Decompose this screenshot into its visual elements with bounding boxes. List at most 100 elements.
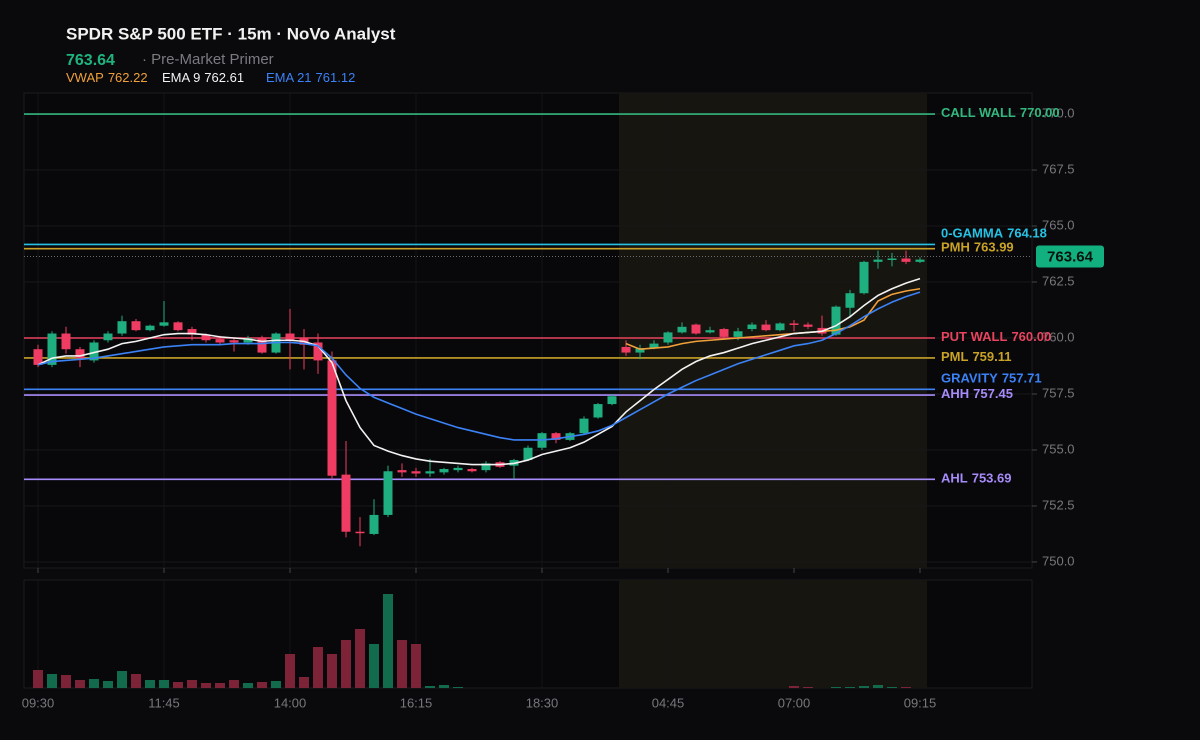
x-tick-label: 07:00 [778,695,811,710]
candle-body [523,447,533,461]
volume-bar [131,674,141,688]
level-value: 764.18 [1007,226,1047,241]
candle-body [425,471,435,474]
volume-bar [243,683,253,688]
level-value: 770.00 [1020,105,1060,120]
volume-bar [341,640,351,688]
candle-body [397,470,407,473]
volume-bar [61,675,71,688]
candle-body [915,259,925,262]
y-tick-label: 767.5 [1042,161,1075,176]
candle-body [327,360,337,476]
candle-body [789,323,799,325]
current-price: 763.64 [66,52,115,69]
candle-body [859,261,869,294]
candle-body [649,343,659,349]
volume-bar [159,680,169,688]
candle-body [747,324,757,330]
premarket-shade [619,580,927,688]
candle-body [173,322,183,331]
volume-bar [117,671,127,688]
candle-body [691,324,701,334]
volume-bar [887,687,897,688]
candle-body [243,338,253,343]
candle-body [33,349,43,365]
candle-body [635,348,645,353]
y-tick-label: 750.0 [1042,553,1075,568]
candle-body [257,338,267,353]
candle-body [215,339,225,343]
candle-body [355,531,365,534]
candle-body [341,474,351,532]
premarket-shade [619,93,927,568]
candle-body [467,469,477,472]
volume-bar [439,685,449,688]
volume-bar [383,594,393,688]
x-tick-label: 11:45 [148,695,180,710]
level-label: 0-GAMMA 764.18 [941,226,1047,241]
volume-bar [831,687,841,688]
candle-body [159,322,169,326]
level-value: 753.69 [972,471,1012,486]
volume-bar [313,647,323,688]
volume-bar [173,682,183,688]
level-label: GRAVITY 757.71 [941,371,1042,386]
y-tick-label: 765.0 [1042,217,1075,232]
candle-body [579,418,589,434]
legend-value: 762.61 [204,70,244,85]
legend-item: EMA 21 761.12 [266,70,355,85]
x-tick-label: 16:15 [400,695,433,710]
level-value: 759.11 [972,349,1011,364]
volume-bar [789,686,799,688]
level-label: AHH 757.45 [941,387,1013,402]
chart-title: SPDR S&P 500 ETF · 15m · NoVo Analyst [66,24,396,43]
y-tick-label: 755.0 [1042,441,1075,456]
x-tick-label: 09:30 [22,695,55,710]
candle-body [607,396,617,405]
candle-body [621,346,631,353]
level-value: 760.00 [1011,329,1051,344]
candle-body [131,321,141,331]
volume-bar [299,677,309,688]
candle-body [593,404,603,418]
candle-body [187,329,197,335]
candle-body [145,325,155,331]
volume-bar [229,680,239,688]
candle-body [439,469,449,473]
level-value: 763.99 [974,240,1014,255]
candle-body [733,331,743,337]
legend-value: 761.12 [316,70,356,85]
price-badge-label: 763.64 [1047,248,1094,265]
candle-body [47,333,57,365]
level-name: PUT WALL [941,329,1007,344]
candle-body [89,342,99,361]
plot-layer: 750.0 752.5 755.0 757.5 760.0 762.5 765.0 767.5… [22,93,1104,710]
legend-name: EMA 21 [266,70,312,85]
candle-body [887,258,897,260]
candle-body [285,333,295,341]
volume-bar [355,629,365,688]
y-tick-label: 770.0 [1042,105,1075,120]
volume-bar [215,683,225,688]
candle-body [453,467,463,471]
volume-bar [285,654,295,688]
x-tick-label: 04:45 [652,695,685,710]
y-tick-label: 757.5 [1042,385,1075,400]
candle-body [229,340,239,343]
volume-bar [411,644,421,688]
candle-body [369,514,379,534]
candle-body [551,433,561,440]
legend-item: EMA 9 762.61 [162,70,244,85]
level-name: 0-GAMMA [941,226,1004,241]
x-tick-label: 18:30 [526,695,559,710]
volume-bar [397,640,407,688]
candle-body [761,324,771,331]
candle-body [705,330,715,333]
candle-body [75,349,85,359]
y-tick-label: 762.5 [1042,273,1075,288]
volume-bar [453,687,463,688]
volume-bar [187,680,197,688]
level-name: GRAVITY [941,371,998,386]
level-name: PML [941,349,969,364]
x-tick-label: 09:15 [904,695,937,710]
